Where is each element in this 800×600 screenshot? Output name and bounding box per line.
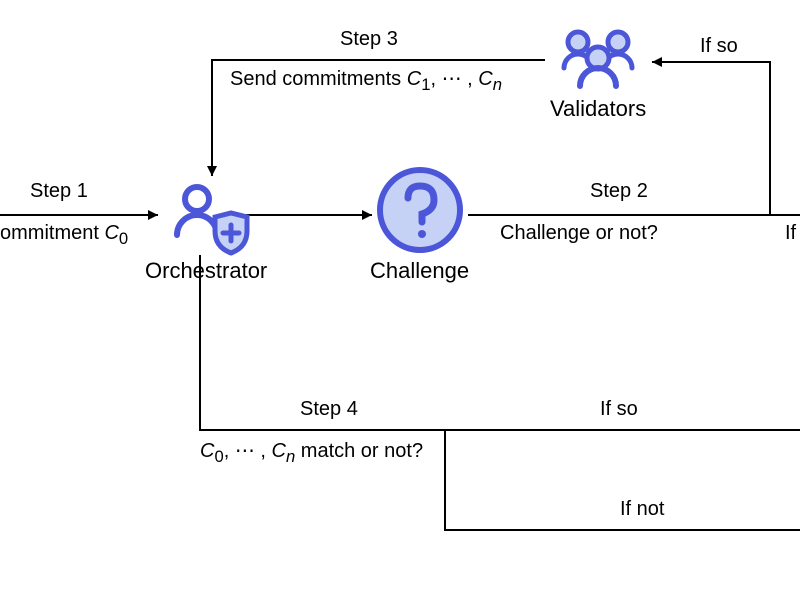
step2-label: Step 2 <box>590 180 648 203</box>
step4-sub: C0, ⋯ , Cn match or not? <box>200 438 423 467</box>
edge-step4-main <box>200 255 800 430</box>
step2-sub: Challenge or not? <box>500 222 658 245</box>
step3-sub: Send commitments C1, ⋯ , Cn <box>230 66 502 95</box>
step4-ifnot: If not <box>620 498 664 521</box>
diagram-canvas: Orchestrator Challenge Validators Step 1… <box>0 0 800 600</box>
step3-label: Step 3 <box>340 28 398 51</box>
step2-ifso: If so <box>700 35 738 58</box>
validators-icon <box>564 32 632 86</box>
edge-step2-ifso <box>652 62 770 215</box>
step4-label: Step 4 <box>300 398 358 421</box>
step4-ifso: If so <box>600 398 638 421</box>
step1-label: Step 1 <box>30 180 88 203</box>
validators-label: Validators <box>550 96 646 122</box>
step2-right: If <box>785 222 796 245</box>
orchestrator-icon <box>177 187 247 253</box>
step1-sub: ommitment C0 <box>0 222 128 249</box>
orchestrator-label: Orchestrator <box>145 258 267 284</box>
challenge-label: Challenge <box>370 258 469 284</box>
challenge-icon <box>380 170 460 250</box>
